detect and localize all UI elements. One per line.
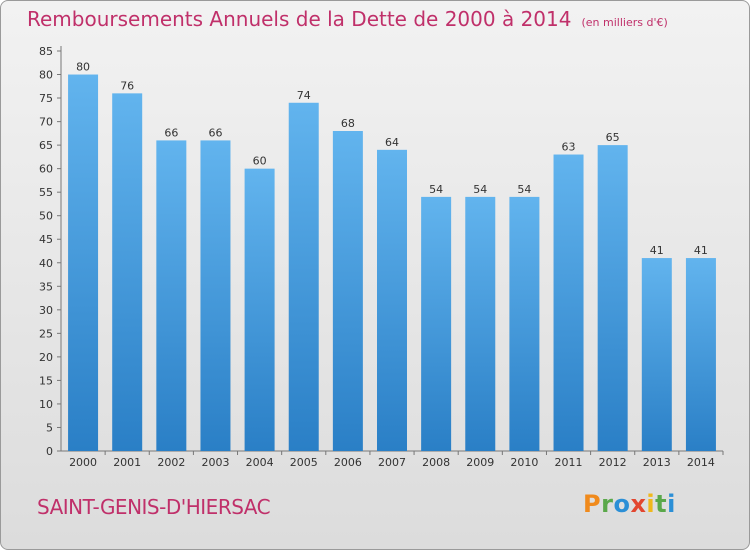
y-tick-label: 60 xyxy=(39,163,53,176)
y-tick-label: 30 xyxy=(39,304,53,317)
y-tick-label: 40 xyxy=(39,257,53,270)
bar-value-label: 74 xyxy=(297,89,311,102)
bar-value-label: 54 xyxy=(429,183,443,196)
bar-2011 xyxy=(553,154,584,451)
y-tick-label: 15 xyxy=(39,374,53,387)
bar-value-label: 68 xyxy=(341,117,355,130)
bar-value-label: 66 xyxy=(164,126,178,139)
y-tick-label: 75 xyxy=(39,92,53,105)
bar-2001 xyxy=(112,93,143,452)
y-tick-label: 80 xyxy=(39,69,53,82)
bar-value-label: 66 xyxy=(208,126,222,139)
x-tick-label: 2002 xyxy=(157,456,185,469)
x-tick-label: 2014 xyxy=(687,456,715,469)
bar-value-label: 76 xyxy=(120,79,134,92)
bar-value-label: 41 xyxy=(650,244,664,257)
x-tick-label: 2007 xyxy=(378,456,406,469)
y-tick-label: 35 xyxy=(39,280,53,293)
y-tick-label: 50 xyxy=(39,210,53,223)
y-tick-label: 65 xyxy=(39,139,53,152)
y-tick-label: 5 xyxy=(46,421,53,434)
y-tick-label: 10 xyxy=(39,398,53,411)
bar-value-label: 54 xyxy=(517,183,531,196)
chart-title: Remboursements Annuels de la Dette de 20… xyxy=(27,7,668,31)
y-tick-label: 0 xyxy=(46,445,53,458)
bar-2007 xyxy=(377,149,407,451)
bar-2000 xyxy=(68,74,99,451)
bar-2003 xyxy=(200,140,231,452)
y-tick-label: 70 xyxy=(39,116,53,129)
x-tick-label: 2008 xyxy=(422,456,450,469)
x-tick-label: 2003 xyxy=(201,456,229,469)
y-tick-label: 20 xyxy=(39,351,53,364)
bar-value-label: 41 xyxy=(694,244,708,257)
bar-value-label: 60 xyxy=(253,155,267,168)
bar-value-label: 80 xyxy=(76,61,90,74)
bar-value-label: 63 xyxy=(562,141,576,154)
bar-value-label: 65 xyxy=(606,131,620,144)
x-tick-label: 2004 xyxy=(246,456,274,469)
x-tick-label: 2006 xyxy=(334,456,362,469)
bar-2006 xyxy=(332,131,363,451)
x-tick-label: 2000 xyxy=(69,456,97,469)
commune-name: SAINT-GENIS-D'HIERSAC xyxy=(37,495,271,519)
y-tick-label: 55 xyxy=(39,186,53,199)
y-tick-label: 25 xyxy=(39,327,53,340)
x-tick-label: 2012 xyxy=(599,456,627,469)
bar-2008 xyxy=(421,196,452,451)
bar-2012 xyxy=(597,145,628,451)
bar-2013 xyxy=(641,258,672,451)
bar-2009 xyxy=(465,196,496,451)
y-tick-label: 45 xyxy=(39,233,53,246)
x-tick-label: 2011 xyxy=(555,456,583,469)
x-tick-label: 2005 xyxy=(290,456,318,469)
x-tick-label: 2013 xyxy=(643,456,671,469)
bar-2002 xyxy=(156,140,187,452)
bar-value-label: 54 xyxy=(473,183,487,196)
proxiti-logo: Proxiti xyxy=(583,490,676,518)
chart-title-text: Remboursements Annuels de la Dette de 20… xyxy=(27,7,572,31)
x-tick-label: 2009 xyxy=(466,456,494,469)
chart-subtitle: (en milliers d'€) xyxy=(581,16,668,29)
bar-2005 xyxy=(288,102,319,451)
bar-2004 xyxy=(244,168,275,451)
bar-value-label: 64 xyxy=(385,136,399,149)
x-tick-label: 2001 xyxy=(113,456,141,469)
bar-2010 xyxy=(509,196,540,451)
y-tick-label: 85 xyxy=(39,45,53,58)
bar-2014 xyxy=(685,258,716,451)
x-tick-label: 2010 xyxy=(510,456,538,469)
